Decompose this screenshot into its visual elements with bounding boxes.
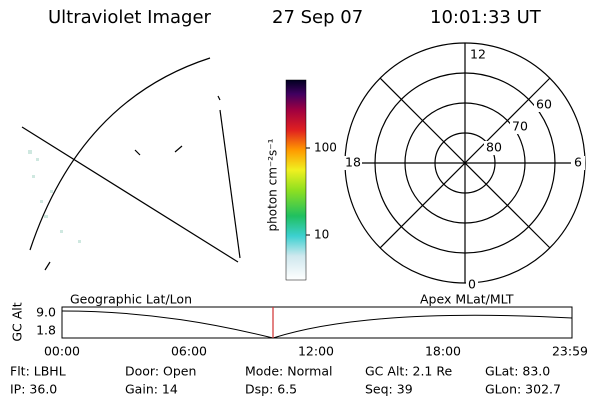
polar-grid	[344, 42, 586, 284]
limb-arc	[29, 57, 211, 251]
y-tick-label: 1.8	[36, 323, 56, 338]
info-cell: Mode: Normal	[245, 364, 332, 379]
info-cell: IP: 36.0	[10, 382, 57, 397]
info-cell: Seq: 39	[365, 382, 413, 397]
plot-title-left: Geographic Lat/Lon	[70, 292, 192, 307]
info-cell: Dsp: 6.5	[245, 382, 297, 397]
x-tick-label: 00:00	[44, 344, 80, 359]
tick-mark	[217, 95, 221, 101]
mlt-label: 6	[574, 155, 582, 170]
info-table: Flt: LBHL Door: Open Mode: Normal GC Alt: 2…	[10, 364, 561, 397]
time: 10:01:33 UT	[430, 7, 542, 28]
colorbar-tick-label: 10	[314, 228, 329, 242]
x-tick-label: 23:59	[552, 344, 588, 359]
info-cell: Door: Open	[125, 364, 196, 379]
altitude-curve	[61, 310, 573, 339]
date: 27 Sep 07	[272, 7, 363, 28]
colorbar-tick-label: 100	[314, 141, 337, 155]
mlt-label: 0	[468, 277, 476, 292]
image-panel	[21, 57, 241, 271]
info-cell: GC Alt: 2.1 Re	[365, 364, 452, 379]
lat-label: 80	[486, 140, 502, 155]
tick-mark	[174, 145, 183, 153]
x-tick-label: 18:00	[425, 344, 461, 359]
lat-label: 70	[512, 119, 528, 134]
terminator-line	[21, 126, 239, 263]
altitude-plot-frame	[61, 306, 573, 339]
plot-title-right: Apex MLat/MLT	[420, 292, 514, 307]
colorbar	[285, 79, 307, 281]
info-cell: GLon: 302.7	[485, 382, 561, 397]
y-axis-label: GC Alt	[10, 302, 25, 341]
tick-mark	[134, 149, 141, 156]
x-tick-label: 06:00	[171, 344, 207, 359]
tick-mark	[44, 261, 51, 271]
mlt-label: 18	[345, 155, 361, 170]
mlt-label: 12	[470, 47, 486, 62]
y-tick-label: 9.0	[36, 305, 56, 320]
info-cell: Gain: 14	[125, 382, 178, 397]
info-cell: GLat: 83.0	[485, 364, 550, 379]
lat-label: 60	[536, 97, 552, 112]
info-cell: Flt: LBHL	[10, 364, 66, 379]
emission-dots	[28, 150, 81, 243]
title: Ultraviolet Imager	[48, 7, 212, 28]
edge-line	[219, 109, 241, 259]
colorbar-label: photon cm⁻²s⁻¹	[266, 138, 280, 231]
x-tick-label: 12:00	[298, 344, 334, 359]
